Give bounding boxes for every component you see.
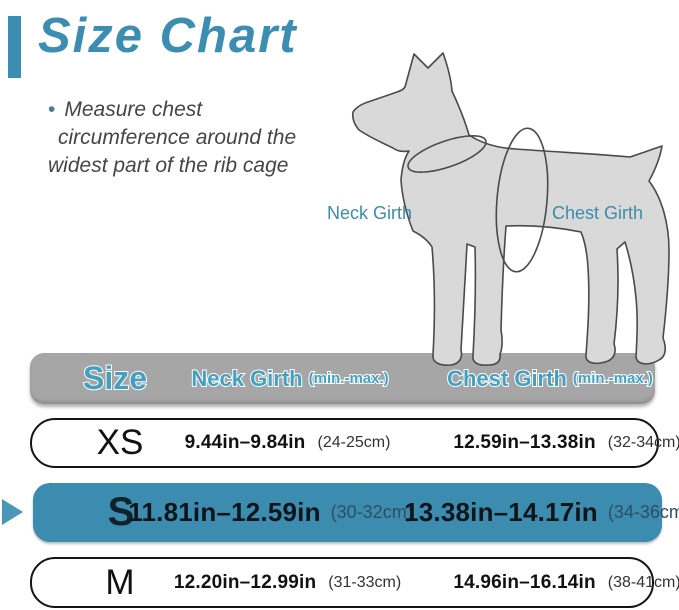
header-chest-range: (min.-max.) (572, 369, 654, 388)
size-row-s-selected: S 11.81in–12.59in (30-32cm) 13.38in–14.1… (33, 483, 679, 542)
header-chest-girth: Chest Girth (min.-max.) (425, 353, 675, 404)
chest-inches: 14.96in–16.14in (453, 571, 596, 593)
neck-inches: 9.44in–9.84in (184, 432, 306, 453)
neck-cm: (24-25cm) (317, 434, 391, 451)
dog-silhouette (351, 52, 670, 366)
note-text-1: Measure chest (64, 98, 203, 121)
selected-row-arrow-icon (2, 499, 23, 525)
chest-cm: (32-34cm) (607, 434, 679, 451)
table-header: Size Neck Girth (min.-max.) Chest Girth … (30, 353, 655, 404)
chest-inches: 12.59in–13.38in (453, 432, 596, 453)
chest-girth-line (495, 127, 549, 273)
size-value: XS (96, 423, 144, 462)
measure-note: • Measure chest circumference around the … (48, 96, 368, 180)
neck-girth-value: 11.81in–12.59in (30-32cm) (128, 483, 412, 542)
header-neck-girth-text: Neck Girth (190, 365, 303, 392)
size-value: S (107, 490, 135, 534)
chest-cm: (34-36cm) (607, 502, 679, 522)
chest-cm: (38-41cm) (607, 573, 679, 591)
note-text-2: circumference around the (58, 126, 297, 149)
size-value: M (105, 562, 135, 602)
header-size: Size (82, 359, 148, 397)
size-row-m: M 12.20in–12.99in (31-33cm) 14.96in–16.1… (30, 557, 679, 608)
chest-girth-label: Chest Girth (552, 203, 644, 223)
neck-cm: (30-32cm) (330, 502, 413, 522)
header-neck-girth: Neck Girth (min.-max.) (170, 353, 410, 404)
page-title: Size Chart (38, 9, 298, 63)
neck-inches: 12.20in–12.99in (173, 571, 317, 593)
chest-girth-value: 12.59in–13.38in (32-34cm) (437, 420, 679, 466)
bullet-icon: • (48, 98, 56, 121)
header-neck-range: (min.-max.) (308, 369, 390, 388)
neck-inches: 11.81in–12.59in (128, 497, 321, 527)
chest-inches: 13.38in–14.17in (404, 497, 598, 527)
neck-girth-value: 12.20in–12.99in (31-33cm) (170, 559, 405, 606)
chest-girth-value: 14.96in–16.14in (38-41cm) (437, 559, 679, 606)
chest-girth-value: 13.38in–14.17in (34-36cm) (404, 483, 679, 542)
header-chest-girth-text: Chest Girth (446, 365, 568, 392)
title-accent-bar (8, 16, 21, 78)
neck-girth-label: Neck Girth (327, 203, 413, 223)
neck-girth-value: 9.44in–9.84in (24-25cm) (170, 420, 405, 466)
neck-cm: (31-33cm) (328, 573, 402, 591)
dog-illustration (351, 52, 670, 366)
size-row-xs: XS 9.44in–9.84in (24-25cm) 12.59in–13.38… (30, 418, 679, 468)
neck-girth-line (407, 135, 487, 173)
note-text-3: widest part of the rib cage (48, 154, 289, 177)
note-line: • Measure chest (48, 96, 368, 124)
